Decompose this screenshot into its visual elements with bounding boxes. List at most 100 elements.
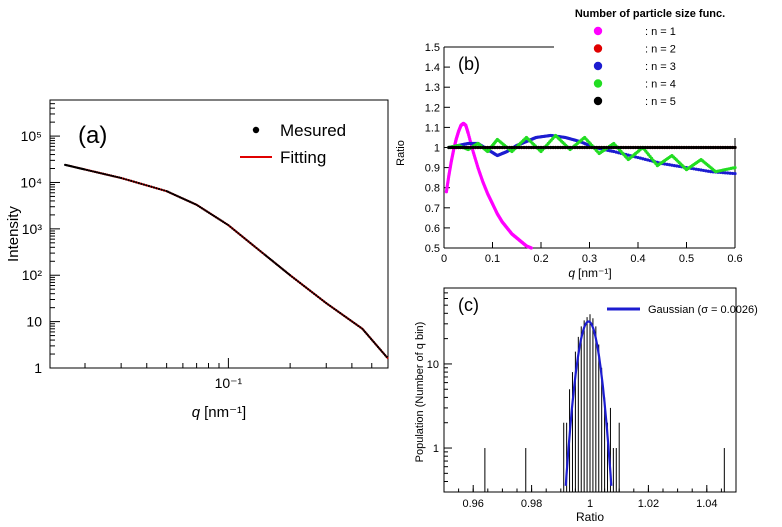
y-tick-label: 1 bbox=[433, 443, 439, 455]
measured-point bbox=[227, 224, 230, 227]
measured-point bbox=[188, 200, 192, 203]
ratio-point-n4 bbox=[733, 166, 737, 170]
ratio-point-n5 bbox=[672, 145, 676, 150]
measured-point bbox=[366, 334, 370, 337]
measured-point bbox=[311, 291, 314, 294]
ratio-point-n3 bbox=[612, 149, 616, 154]
measured-point bbox=[361, 327, 364, 330]
legend-marker-n5 bbox=[593, 96, 603, 106]
panel-c-x-ticks: 0.96 0.98 1 1.02 1.04 bbox=[443, 485, 737, 510]
legend-label-measured: Mesured bbox=[280, 121, 346, 140]
measured-point bbox=[142, 183, 145, 186]
measured-point bbox=[385, 355, 388, 358]
ratio-point-n5 bbox=[587, 145, 592, 150]
ratio-point-n5 bbox=[585, 145, 589, 150]
measured-point bbox=[120, 176, 123, 180]
ratio-point-n5 bbox=[631, 145, 635, 150]
measured-point bbox=[103, 173, 107, 176]
measured-point bbox=[214, 216, 218, 219]
measured-point bbox=[87, 169, 91, 172]
measured-point bbox=[259, 250, 262, 253]
measured-point bbox=[317, 295, 320, 299]
measured-point bbox=[216, 217, 219, 220]
ratio-point-n5 bbox=[704, 145, 708, 150]
measured-point bbox=[206, 210, 209, 213]
measured-point bbox=[315, 294, 318, 297]
measured-point bbox=[299, 281, 302, 285]
ratio-point-n5 bbox=[609, 145, 613, 150]
panel-b-x-axis-label: q [nm⁻¹] bbox=[568, 266, 611, 280]
ratio-point-n5 bbox=[520, 145, 524, 150]
ratio-point-n5 bbox=[563, 145, 567, 150]
measured-point bbox=[364, 331, 367, 334]
measured-point bbox=[152, 186, 156, 189]
measured-point bbox=[313, 292, 316, 295]
measured-point bbox=[192, 202, 195, 205]
ratio-point-n1 bbox=[529, 246, 533, 250]
measured-point bbox=[197, 204, 200, 208]
ratio-point-n5 bbox=[476, 145, 480, 150]
ratio-point-n3 bbox=[694, 167, 698, 171]
measured-point bbox=[183, 198, 187, 201]
legend-marker-n2 bbox=[593, 44, 603, 53]
measured-point bbox=[132, 180, 135, 183]
panel-a-plot-area bbox=[64, 163, 389, 360]
ratio-point-n5 bbox=[592, 145, 596, 150]
ratio-point-n5 bbox=[493, 145, 497, 150]
panel-a-y-axis-label: Intensity bbox=[5, 206, 22, 262]
fitting-line bbox=[64, 163, 389, 360]
measured-point bbox=[231, 227, 234, 230]
ratio-point-n5 bbox=[723, 145, 727, 150]
ratio-point-n5 bbox=[614, 145, 618, 150]
panel-b: (b) 0.5 0.6 0.7 0.8 0.9 1 1.1 1.2 1.3 1.4 1.5 0 0.1… bbox=[395, 8, 743, 280]
measured-point bbox=[359, 326, 362, 329]
ratio-point-n5 bbox=[718, 145, 723, 150]
ratio-point-n3 bbox=[617, 151, 621, 155]
measured-point bbox=[327, 303, 330, 306]
ratio-point-n5 bbox=[481, 145, 485, 150]
ratio-point-n5 bbox=[549, 145, 553, 150]
ratio-point-n5 bbox=[648, 145, 652, 150]
measured-point bbox=[353, 322, 356, 325]
measured-point bbox=[305, 286, 308, 289]
legend-label-n1: : n = 1 bbox=[645, 26, 676, 38]
measured-point bbox=[147, 184, 151, 188]
panel-a: (a) 1 10 10² 10³ 10⁴ 10⁵ 10⁻¹ Intensity q [nm⁻… bbox=[5, 99, 389, 421]
ratio-point-n5 bbox=[602, 145, 606, 150]
ratio-point-n5 bbox=[650, 145, 655, 150]
y-tick-label: 10² bbox=[22, 267, 43, 283]
measured-point bbox=[105, 173, 109, 176]
measured-point bbox=[130, 179, 133, 183]
measured-point bbox=[200, 207, 204, 210]
y-tick-label: 0.6 bbox=[425, 223, 440, 235]
ratio-point-n5 bbox=[503, 145, 507, 150]
measured-point bbox=[175, 194, 178, 197]
ratio-point-n5 bbox=[643, 145, 647, 150]
measured-point bbox=[343, 314, 346, 318]
ratio-point-n5 bbox=[658, 145, 662, 150]
measured-point bbox=[118, 176, 121, 179]
measured-point bbox=[307, 288, 310, 291]
measured-point bbox=[85, 168, 89, 172]
measured-point bbox=[185, 199, 188, 202]
ratio-point-n5 bbox=[558, 145, 563, 150]
measured-point bbox=[91, 170, 95, 173]
y-tick-label: 0.7 bbox=[425, 203, 440, 215]
panel-c-y-ticks: 1 10 bbox=[427, 292, 452, 482]
ratio-point-n5 bbox=[466, 145, 470, 150]
panel-b-y-axis-label: Ratio bbox=[395, 140, 407, 166]
measured-point bbox=[384, 354, 387, 357]
ratio-point-n5 bbox=[636, 145, 640, 150]
ratio-point-n5 bbox=[633, 145, 638, 150]
ratio-point-n3 bbox=[667, 163, 672, 167]
y-tick-label: 1.4 bbox=[425, 62, 440, 74]
ratio-point-n3 bbox=[672, 163, 676, 168]
x-tick-label: 0.96 bbox=[462, 498, 483, 510]
panel-a-legend: Mesured Fitting bbox=[240, 121, 346, 167]
measured-point bbox=[95, 171, 99, 174]
panel-a-x-unit: [nm⁻¹] bbox=[204, 404, 246, 421]
ratio-point-n5 bbox=[641, 145, 645, 150]
legend-label-gaussian: Gaussian (σ = 0.0026) bbox=[648, 304, 758, 316]
ratio-point-n5 bbox=[524, 145, 529, 150]
measured-point bbox=[237, 232, 240, 235]
